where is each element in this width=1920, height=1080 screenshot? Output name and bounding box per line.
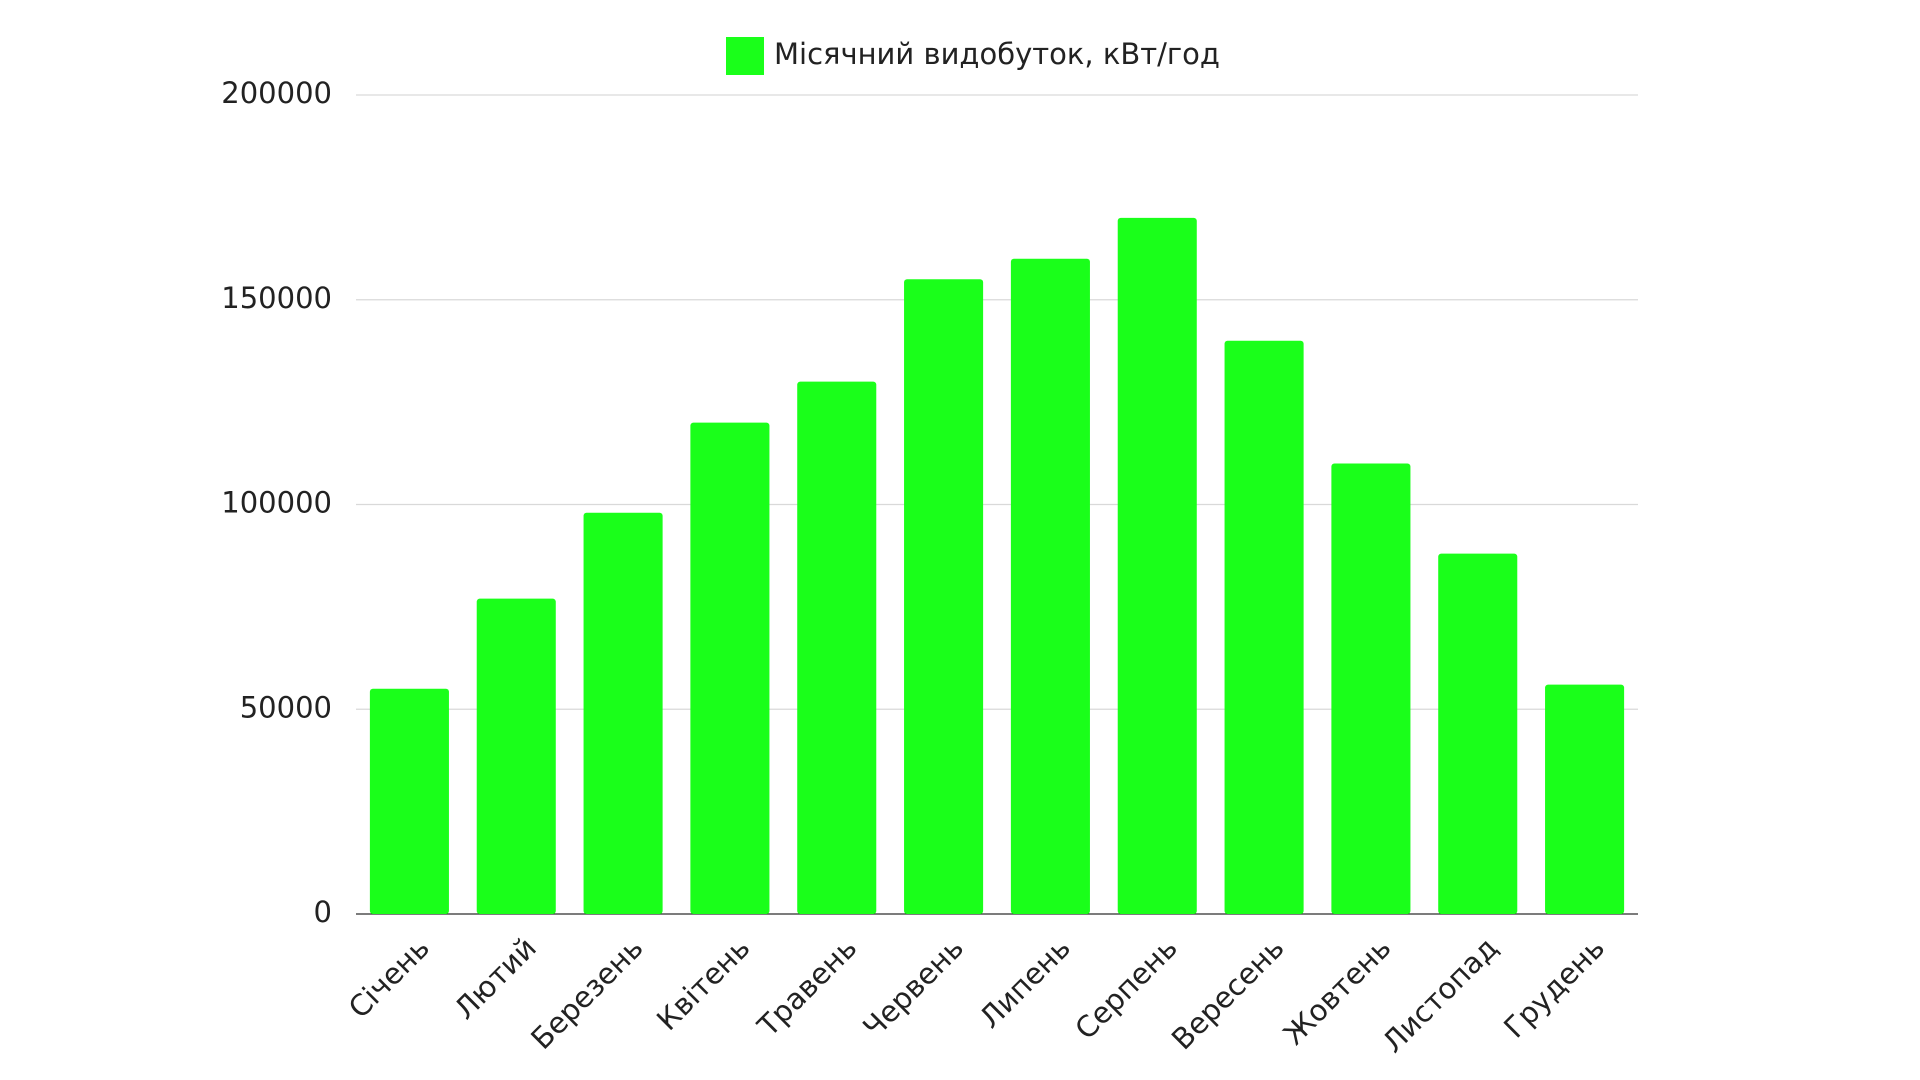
bar [1438,553,1518,914]
bar [797,381,877,914]
x-tick-label: Січень [342,931,436,1025]
bar [1117,217,1197,915]
x-tick-label: Квітень [650,931,756,1037]
legend-swatch [726,37,764,75]
x-tick-label: Листопад [1376,931,1505,1060]
bar [1010,258,1090,914]
x-tick-label: Травень [750,931,863,1044]
x-tick-label: Березень [524,931,649,1056]
bar [369,688,449,914]
y-tick-label: 100000 [221,486,332,520]
bar [904,279,984,914]
y-tick-label: 150000 [221,281,332,315]
y-tick-label: 0 [314,895,332,929]
x-tick-label: Червень [856,931,970,1045]
bar [1331,463,1411,914]
x-tick-label: Вересень [1165,931,1291,1057]
bar [690,422,770,914]
bar [1545,684,1625,914]
legend-label: Місячний видобуток, кВт/год [774,37,1220,71]
bar [583,512,663,914]
y-tick-label: 50000 [240,690,332,724]
x-tick-label: Лютий [448,931,543,1026]
y-tick-label: 200000 [221,76,332,110]
x-tick-label: Серпень [1068,931,1184,1047]
bar [476,598,556,914]
bar [1224,340,1304,914]
x-tick-label: Липень [973,931,1077,1035]
x-tick-label: Грудень [1497,931,1611,1045]
